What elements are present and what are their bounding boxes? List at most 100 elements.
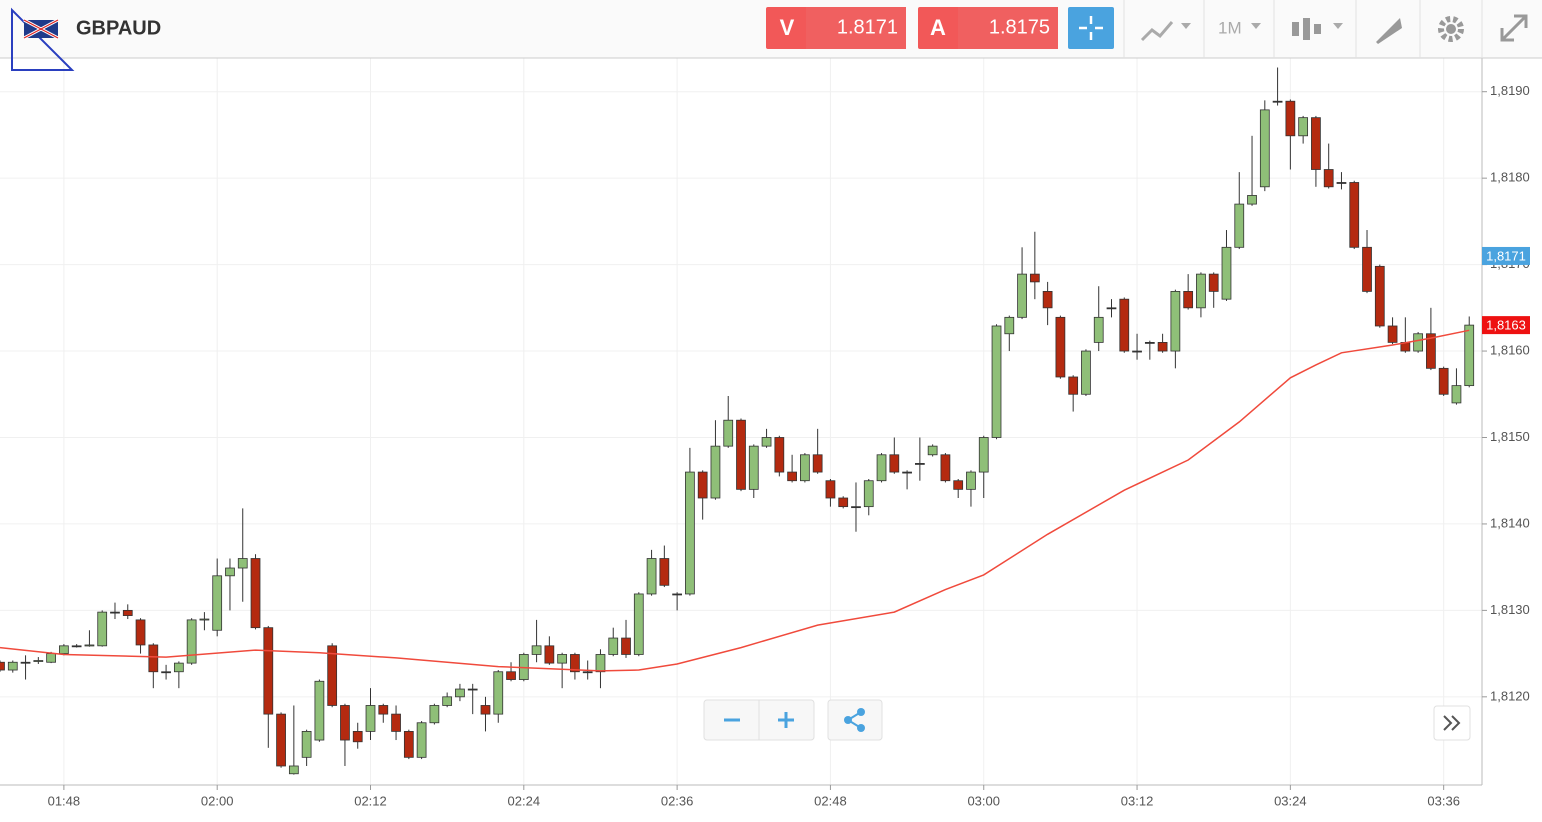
crosshair-button[interactable] bbox=[1068, 7, 1114, 49]
y-tick-label: 1,8150 bbox=[1490, 429, 1530, 444]
candle-body bbox=[1413, 333, 1423, 352]
candle-body bbox=[416, 722, 427, 758]
corner-triangle bbox=[11, 7, 75, 71]
candle-body bbox=[621, 637, 631, 655]
candle-body bbox=[378, 705, 389, 715]
x-tick-label: 03:12 bbox=[1121, 793, 1154, 808]
settings-icon[interactable] bbox=[1438, 16, 1464, 42]
settings-core bbox=[1446, 24, 1456, 34]
candle-body bbox=[876, 454, 887, 482]
price-marker-label: 1,8171 bbox=[1486, 248, 1526, 263]
grid bbox=[0, 58, 1482, 785]
candle-body bbox=[161, 671, 171, 674]
fullscreen-icon[interactable] bbox=[1500, 14, 1528, 42]
candle-body bbox=[225, 567, 235, 577]
candle-body bbox=[1208, 273, 1219, 292]
sell-price: 1.8171 bbox=[837, 16, 898, 38]
price-marker bbox=[1482, 246, 1530, 265]
candle-body bbox=[1464, 324, 1475, 387]
candle-body bbox=[455, 688, 465, 698]
dropdown-arrow bbox=[1181, 23, 1191, 29]
candle-body bbox=[787, 471, 797, 482]
x-tick-label: 02:48 bbox=[814, 793, 847, 808]
dropdown-arrow bbox=[1251, 23, 1261, 29]
candle-body bbox=[851, 506, 861, 509]
candle-body bbox=[403, 731, 414, 758]
candle-body bbox=[1004, 316, 1015, 335]
y-tick-label: 1,8160 bbox=[1490, 342, 1530, 357]
candle-body bbox=[595, 654, 606, 673]
chart-type-icon[interactable] bbox=[1140, 21, 1174, 42]
candle-body bbox=[33, 660, 44, 662]
candle-body bbox=[544, 645, 555, 664]
candle-body bbox=[1119, 298, 1130, 352]
toolbar: GBPAUD V 1.8171 A 1.8175 1M bbox=[0, 0, 1542, 71]
candle-body bbox=[646, 558, 657, 595]
zoom-controls bbox=[703, 699, 1471, 741]
candle-body bbox=[1055, 316, 1066, 378]
candle-body bbox=[250, 558, 261, 629]
candle-body bbox=[940, 454, 951, 482]
candle-body bbox=[314, 680, 325, 741]
candle-body bbox=[1132, 350, 1142, 353]
candle-body bbox=[774, 437, 785, 473]
candle-body bbox=[237, 558, 248, 569]
candle-body bbox=[978, 437, 989, 473]
x-tick-label: 03:36 bbox=[1427, 793, 1460, 808]
candle-body bbox=[186, 619, 197, 664]
candle-body bbox=[685, 471, 695, 595]
share-button[interactable] bbox=[827, 699, 883, 741]
sell-price-bg bbox=[806, 7, 906, 49]
candle-body bbox=[1196, 273, 1206, 309]
candle-body bbox=[301, 731, 312, 758]
candle-body bbox=[1029, 273, 1040, 283]
x-tick-label: 03:00 bbox=[967, 793, 1000, 808]
candle-body bbox=[723, 419, 734, 447]
x-tick-label: 02:36 bbox=[661, 793, 694, 808]
y-tick-label: 1,8180 bbox=[1490, 170, 1530, 185]
candle-body bbox=[199, 618, 210, 621]
candle-body bbox=[97, 611, 108, 647]
candle-body bbox=[263, 627, 274, 715]
candle-body bbox=[697, 471, 708, 499]
candle-body bbox=[1374, 265, 1385, 327]
candle-body bbox=[148, 644, 159, 673]
candle-body bbox=[71, 645, 82, 648]
candle-body bbox=[1093, 316, 1104, 343]
candle-body bbox=[1183, 291, 1194, 309]
share-lines bbox=[847, 711, 862, 729]
candle-body bbox=[1426, 333, 1436, 369]
x-tick-label: 02:12 bbox=[354, 793, 387, 808]
candle-body bbox=[863, 480, 874, 508]
candle-body bbox=[927, 445, 938, 456]
candle-body bbox=[1259, 109, 1270, 188]
candle-body bbox=[442, 696, 453, 706]
candle-body bbox=[1247, 195, 1257, 205]
candle-body bbox=[800, 454, 810, 482]
candle-body bbox=[1157, 342, 1168, 352]
candle-body bbox=[84, 644, 95, 647]
draw-icon[interactable] bbox=[1376, 18, 1402, 44]
candle-body bbox=[1438, 367, 1449, 395]
candle-body bbox=[838, 497, 849, 508]
zoom-in[interactable] bbox=[778, 712, 794, 728]
candle-body bbox=[135, 619, 146, 646]
buy-price: 1.8175 bbox=[989, 16, 1050, 38]
buy-price-bg bbox=[958, 7, 1058, 49]
candle-body bbox=[0, 661, 5, 671]
candle-body bbox=[340, 705, 350, 741]
candle-body bbox=[480, 705, 491, 715]
candle-body bbox=[1323, 169, 1334, 188]
candle-body bbox=[7, 661, 18, 671]
candle-body bbox=[761, 437, 772, 447]
buy-label: A bbox=[930, 15, 946, 40]
candles-icon[interactable] bbox=[1292, 18, 1321, 40]
candle-body bbox=[212, 575, 223, 631]
candle-body bbox=[1234, 203, 1245, 248]
y-tick-label: 1,8190 bbox=[1490, 83, 1530, 98]
candle-body bbox=[1387, 325, 1398, 343]
candle-body bbox=[748, 445, 759, 490]
candle-body bbox=[327, 645, 338, 706]
timeframe[interactable]: 1M bbox=[1218, 18, 1242, 37]
